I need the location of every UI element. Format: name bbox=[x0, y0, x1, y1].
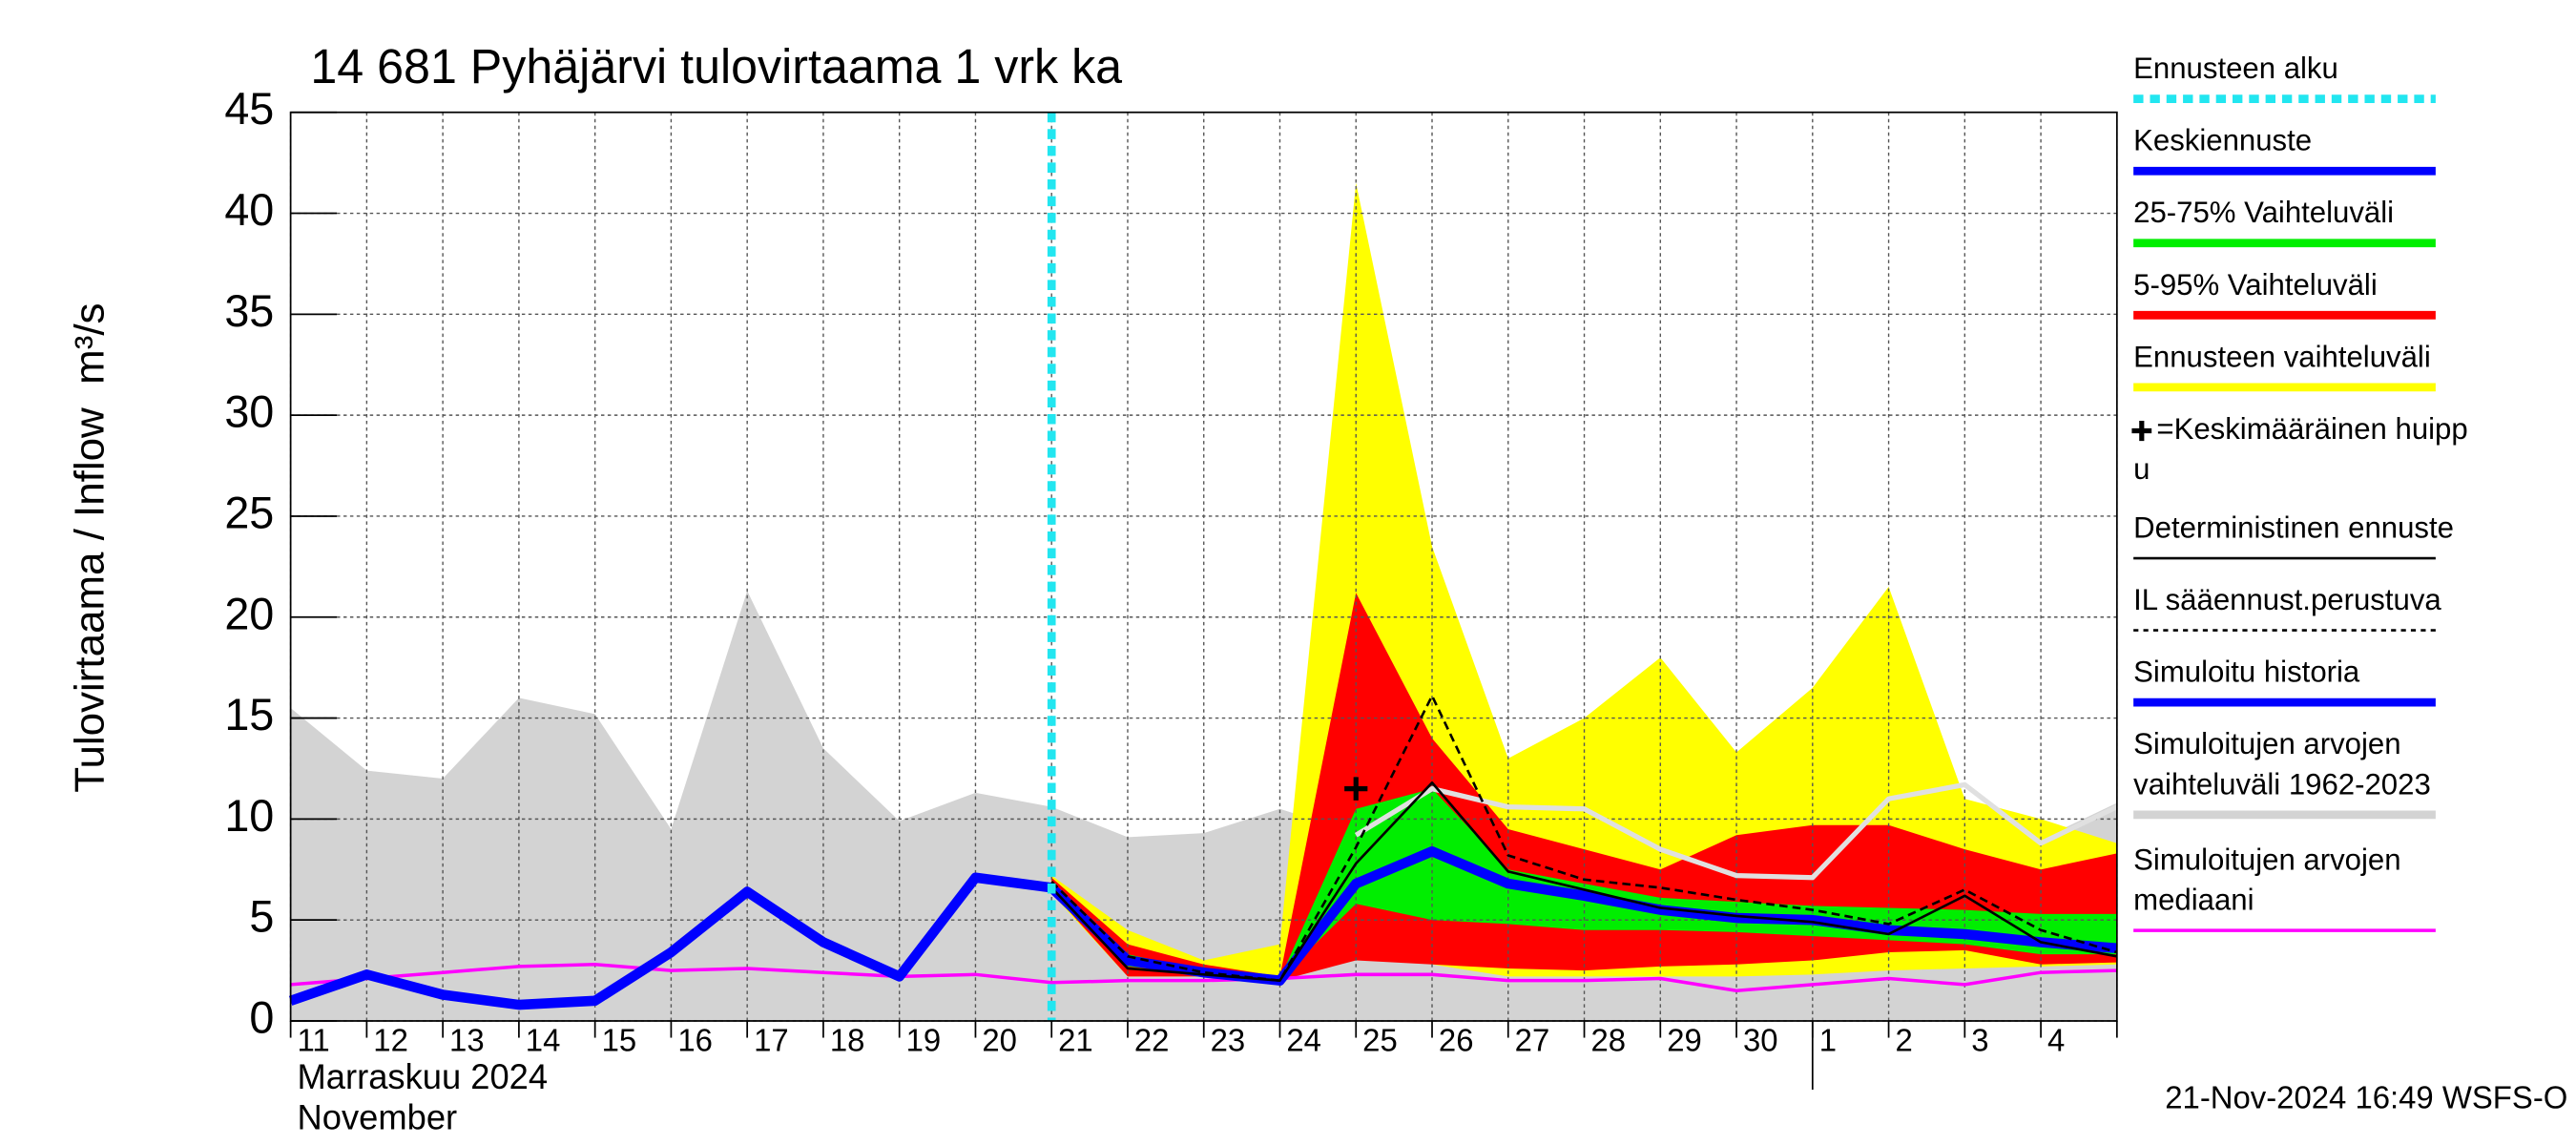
x-tick-label: 24 bbox=[1286, 1023, 1321, 1058]
y-tick-label: 20 bbox=[224, 588, 274, 638]
x-tick-label: 29 bbox=[1667, 1023, 1702, 1058]
footer: 21-Nov-2024 16:49 WSFS-O bbox=[2165, 1080, 2567, 1115]
legend-label: Simuloitujen arvojen bbox=[2133, 843, 2400, 876]
y-tick-label: 0 bbox=[249, 991, 274, 1042]
x-tick-label: 14 bbox=[526, 1023, 561, 1058]
legend-label: 5-95% Vaihteluväli bbox=[2133, 268, 2378, 302]
x-tick-label: 1 bbox=[1819, 1023, 1837, 1058]
legend-label: vaihteluväli 1962-2023 bbox=[2133, 767, 2431, 801]
x-tick-label: 2 bbox=[1895, 1023, 1912, 1058]
y-axis-unit: m³/s bbox=[68, 302, 114, 384]
x-axis-label: Marraskuu 2024 bbox=[298, 1057, 549, 1096]
legend-label: Simuloitujen arvojen bbox=[2133, 727, 2400, 760]
series-line bbox=[288, 872, 1052, 1010]
y-tick-label: 35 bbox=[224, 285, 274, 336]
legend-label: 25-75% Vaihteluväli bbox=[2133, 196, 2394, 229]
x-tick-label: 20 bbox=[982, 1023, 1017, 1058]
y-tick-label: 40 bbox=[224, 184, 274, 235]
x-tick-label: 21 bbox=[1058, 1023, 1093, 1058]
y-tick-label: 45 bbox=[224, 83, 274, 134]
x-tick-label: 13 bbox=[449, 1023, 485, 1058]
y-tick-label: 5 bbox=[249, 890, 274, 941]
legend-label: Simuloitu historia bbox=[2133, 655, 2360, 688]
legend-label: mediaani bbox=[2133, 883, 2254, 916]
legend-label: u bbox=[2133, 452, 2150, 486]
range-band bbox=[1051, 182, 2117, 981]
legend-label: IL sääennust.perustuva bbox=[2133, 583, 2441, 616]
chart-title: 14 681 Pyhäjärvi tulovirtaama 1 vrk ka bbox=[310, 39, 1123, 94]
series-line bbox=[1050, 781, 2118, 982]
x-tick-label: 30 bbox=[1743, 1023, 1778, 1058]
x-tick-label: 25 bbox=[1362, 1023, 1398, 1058]
series-line bbox=[290, 962, 2117, 992]
x-tick-label: 22 bbox=[1134, 1023, 1170, 1058]
y-tick-label: 10 bbox=[224, 790, 274, 841]
x-tick-label: 18 bbox=[830, 1023, 865, 1058]
x-tick-label: 26 bbox=[1439, 1023, 1474, 1058]
y-tick-label: 30 bbox=[224, 385, 274, 436]
x-tick-label: 4 bbox=[2047, 1023, 2065, 1058]
x-tick-label: 17 bbox=[754, 1023, 789, 1058]
x-axis-label: November bbox=[298, 1097, 458, 1136]
x-tick-label: 16 bbox=[677, 1023, 713, 1058]
x-tick-label: 3 bbox=[1971, 1023, 1988, 1058]
x-tick-label: 19 bbox=[906, 1023, 942, 1058]
legend-label: Deterministinen ennuste bbox=[2133, 510, 2454, 544]
x-tick-label: 28 bbox=[1590, 1023, 1626, 1058]
peak-marker bbox=[1344, 777, 1368, 801]
legend-symbol bbox=[2131, 420, 2152, 442]
y-axis-label: Tulovirtaama / Inflow bbox=[68, 407, 114, 793]
range-band bbox=[1051, 593, 2117, 981]
legend-label: =Keskimääräinen huipp bbox=[2156, 412, 2467, 446]
x-tick-label: 15 bbox=[602, 1023, 637, 1058]
x-tick-label: 11 bbox=[298, 1023, 330, 1058]
legend-label: Ennusteen alku bbox=[2133, 52, 2338, 85]
legend-label: Ennusteen vaihteluväli bbox=[2133, 340, 2431, 373]
series-line bbox=[1050, 694, 2118, 982]
legend-label: Keskiennuste bbox=[2133, 123, 2312, 156]
series-line bbox=[1048, 845, 2118, 986]
x-tick-label: 12 bbox=[373, 1023, 408, 1058]
y-tick-label: 25 bbox=[224, 487, 274, 537]
x-tick-label: 23 bbox=[1211, 1023, 1246, 1058]
x-tick-label: 27 bbox=[1515, 1023, 1550, 1058]
y-tick-label: 15 bbox=[224, 689, 274, 739]
